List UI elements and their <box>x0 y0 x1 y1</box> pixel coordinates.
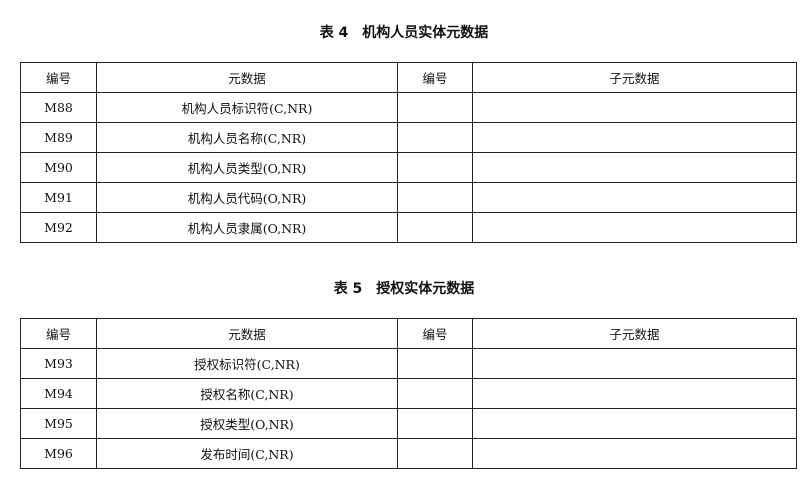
table-row: M89 机构人员名称(C,NR) <box>20 122 797 153</box>
table-cell: M96 <box>20 438 97 469</box>
table-cell: M95 <box>20 408 97 439</box>
table-cell: 机构人员类型(O,NR) <box>96 152 398 183</box>
table-cell: M88 <box>20 92 97 123</box>
table-cell: 机构人员代码(O,NR) <box>96 182 398 213</box>
table-row: M94 授权名称(C,NR) <box>20 378 797 409</box>
table-cell <box>472 152 797 183</box>
table-cell <box>397 152 473 183</box>
table-cell: 授权类型(O,NR) <box>96 408 398 439</box>
table-cell: 授权标识符(C,NR) <box>96 348 398 379</box>
table-cell <box>397 438 473 469</box>
table-row: M96 发布时间(C,NR) <box>20 438 797 469</box>
table-cell: M91 <box>20 182 97 213</box>
table-row: M88 机构人员标识符(C,NR) <box>20 92 797 123</box>
table-cell <box>397 122 473 153</box>
column-header: 元数据 <box>96 62 398 93</box>
table-4: 编号 元数据 编号 子元数据 M88 机构人员标识符(C,NR) M89 机构人员名称(C,N… <box>20 62 797 243</box>
table-cell: M93 <box>20 348 97 379</box>
table-cell <box>397 378 473 409</box>
table-5-title: 表 5 授权实体元数据 <box>333 281 475 297</box>
table-cell: 发布时间(C,NR) <box>96 438 398 469</box>
table-cell <box>472 182 797 213</box>
table-4-title: 表 4 机构人员实体元数据 <box>319 25 489 41</box>
table-cell <box>472 408 797 439</box>
table-cell: 机构人员标识符(C,NR) <box>96 92 398 123</box>
table-5: 编号 元数据 编号 子元数据 M93 授权标识符(C,NR) M94 授权名称(C,NR) M9… <box>20 318 797 469</box>
column-header: 编号 <box>20 318 97 349</box>
column-header: 子元数据 <box>472 62 797 93</box>
table-cell <box>472 212 797 243</box>
table-cell <box>472 378 797 409</box>
header-row: 编号 元数据 编号 子元数据 <box>20 62 797 93</box>
column-header: 编号 <box>20 62 97 93</box>
column-header: 编号 <box>397 318 473 349</box>
table-cell: 机构人员隶属(O,NR) <box>96 212 398 243</box>
table-cell <box>472 122 797 153</box>
column-header: 编号 <box>397 62 473 93</box>
table-cell <box>472 348 797 379</box>
table-row: M91 机构人员代码(O,NR) <box>20 182 797 213</box>
table-row: M90 机构人员类型(O,NR) <box>20 152 797 183</box>
table-row: M95 授权类型(O,NR) <box>20 408 797 439</box>
table-cell <box>397 92 473 123</box>
table-cell <box>397 348 473 379</box>
table-cell: 机构人员名称(C,NR) <box>96 122 398 153</box>
table-cell: M92 <box>20 212 97 243</box>
table-cell: 授权名称(C,NR) <box>96 378 398 409</box>
table-cell <box>397 408 473 439</box>
table-row: M93 授权标识符(C,NR) <box>20 348 797 379</box>
header-row: 编号 元数据 编号 子元数据 <box>20 318 797 349</box>
column-header: 子元数据 <box>472 318 797 349</box>
table-cell: M94 <box>20 378 97 409</box>
table-cell <box>397 182 473 213</box>
table-cell <box>472 92 797 123</box>
column-header: 元数据 <box>96 318 398 349</box>
table-cell <box>472 438 797 469</box>
table-cell: M89 <box>20 122 97 153</box>
table-cell: M90 <box>20 152 97 183</box>
table-cell <box>397 212 473 243</box>
table-row: M92 机构人员隶属(O,NR) <box>20 212 797 243</box>
